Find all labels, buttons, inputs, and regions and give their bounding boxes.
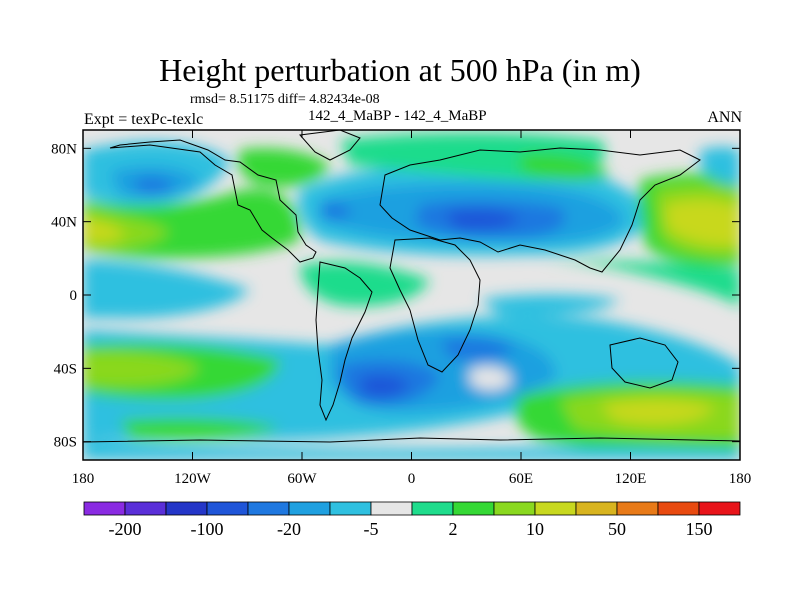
europe-negative-core <box>320 203 352 220</box>
colorbar-swatch <box>206 501 249 516</box>
colorbar-label: 150 <box>686 519 713 539</box>
tropical-cyan-east <box>480 294 620 317</box>
far-north-cyan <box>700 146 740 185</box>
colorbar-swatch <box>493 501 536 516</box>
colorbar-swatch <box>288 501 331 516</box>
colorbar: -200 -100 -20 -5 2 10 50 150 <box>83 501 741 539</box>
colorbar-swatch <box>247 501 290 516</box>
colorbar-swatch <box>698 501 741 516</box>
x-tick-label: 180 <box>729 471 752 487</box>
x-tick-label: 180 <box>72 471 95 487</box>
north-america-outline <box>109 139 317 263</box>
colorbar-label: -200 <box>109 519 142 539</box>
eurasia-negative-core <box>445 209 520 230</box>
gap-gray-south <box>470 366 512 391</box>
y-tick-label: 0 <box>70 288 78 304</box>
colorbar-label: -5 <box>364 519 379 539</box>
colorbar-swatch <box>616 501 659 516</box>
colorbar-swatch <box>370 501 413 516</box>
colorbar-swatch <box>534 501 577 516</box>
colorbar-label: 10 <box>526 519 544 539</box>
tropical-green-east <box>540 260 740 310</box>
colorbar-label: 50 <box>608 519 626 539</box>
np-negative-core <box>135 177 175 195</box>
colorbar-swatch <box>165 501 208 516</box>
chart-title: Height perturbation at 500 hPa (in m) <box>159 52 641 88</box>
colorbar-swatch <box>411 501 454 516</box>
y-tick-label: 80S <box>54 435 77 451</box>
y-tick-label: 40N <box>51 215 77 231</box>
x-tick-label: 0 <box>408 471 416 487</box>
arctic-positive-green <box>520 153 610 181</box>
experiment-label: Expt = texPc-texlc <box>84 111 204 128</box>
colorbar-swatch <box>575 501 618 516</box>
south-indian-yellow <box>600 399 715 425</box>
y-tick-label: 40S <box>54 361 77 377</box>
coastlines <box>83 130 740 443</box>
x-axis: 180 120W 60W 0 60E 120E 180 <box>72 130 752 487</box>
africa-outline <box>389 237 481 373</box>
south-america-outline <box>315 261 373 422</box>
y-tick-label: 80N <box>51 141 77 157</box>
north-positive-yellow <box>83 218 125 243</box>
west-pacific-yellow <box>665 199 740 246</box>
y-axis: 80N 40N 0 40S 80S <box>51 141 740 451</box>
south-positive-yellowgreen <box>83 351 200 387</box>
colorbar-swatch <box>657 501 700 516</box>
colorbar-swatch <box>329 501 372 516</box>
eurasia-outline <box>379 147 701 273</box>
greenland-outline <box>298 130 361 161</box>
x-tick-label: 60W <box>287 471 317 487</box>
tropical-cyan-west <box>83 260 250 319</box>
colorbar-swatch <box>124 501 167 516</box>
contour-field <box>83 130 740 460</box>
atlantic-green-band <box>238 148 330 187</box>
antarctic-cyan <box>83 440 740 460</box>
x-tick-label: 60E <box>509 471 533 487</box>
colorbar-label: -100 <box>191 519 224 539</box>
australia-outline <box>609 337 679 389</box>
south-negative-core <box>360 375 410 397</box>
chart-subtitle: 142_4_MaBP - 142_4_MaBP <box>308 108 487 124</box>
x-tick-label: 120E <box>615 471 647 487</box>
colorbar-label: -20 <box>277 519 301 539</box>
stats-text: rmsd= 8.51175 diff= 4.82434e-08 <box>190 92 380 107</box>
antarctica-outline <box>83 437 740 443</box>
colorbar-swatch <box>452 501 495 516</box>
colorbar-swatch <box>83 501 126 516</box>
antarctic-green <box>120 417 280 440</box>
season-label: ANN <box>707 109 742 126</box>
colorbar-label: 2 <box>449 519 458 539</box>
x-tick-label: 120W <box>174 471 212 487</box>
